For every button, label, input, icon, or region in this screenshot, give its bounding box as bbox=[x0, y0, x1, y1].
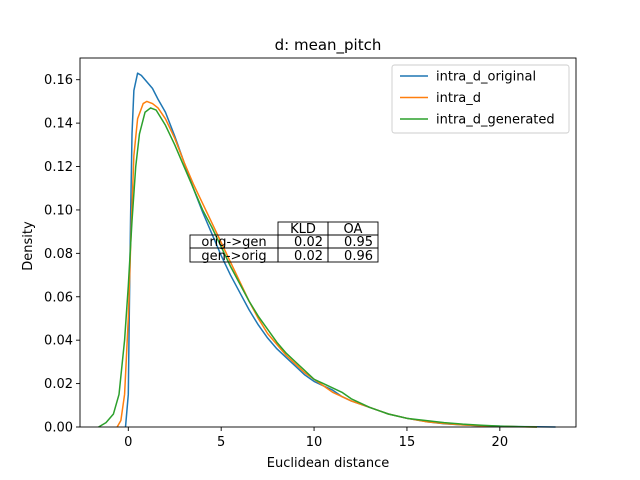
y-tick-label: 0.16 bbox=[44, 73, 73, 88]
x-tick-label: 20 bbox=[492, 435, 509, 450]
stats-table: KLD OA orig->gen 0.02 0.95 gen->orig 0.02 0.96 bbox=[189, 221, 379, 264]
table-row-label: gen->orig bbox=[201, 249, 266, 264]
y-tick-label: 0.10 bbox=[44, 203, 73, 218]
y-tick-label: 0.02 bbox=[44, 377, 73, 392]
y-tick-label: 0.08 bbox=[44, 247, 73, 262]
legend-label-intra-d-original: intra_d_original bbox=[436, 70, 536, 85]
x-tick-label: 5 bbox=[217, 435, 225, 450]
legend-label-intra-d-generated: intra_d_generated bbox=[436, 113, 555, 128]
legend-label-intra-d: intra_d bbox=[436, 91, 481, 106]
table-col-label: OA bbox=[344, 222, 363, 237]
chart-title: d: mean_pitch bbox=[275, 36, 382, 55]
table-cell bbox=[327, 247, 379, 263]
axes-frame bbox=[79, 57, 577, 428]
y-tick-label: 0.00 bbox=[44, 421, 73, 436]
table-value: 0.95 bbox=[344, 235, 373, 250]
table-value: 0.02 bbox=[294, 235, 323, 250]
x-tick-label: 0 bbox=[124, 435, 132, 450]
plot-area: 0 5 10 15 20 0.00 0.02 0.04 0.06 0.08 0.10 0.12 0.14… bbox=[44, 57, 577, 450]
x-axis-label: Euclidean distance bbox=[267, 456, 390, 471]
table-row-label: orig->gen bbox=[201, 235, 266, 250]
x-tick-label: 15 bbox=[399, 435, 416, 450]
y-axis-label: Density bbox=[21, 221, 36, 271]
y-tick-label: 0.04 bbox=[44, 334, 73, 349]
y-tick-label: 0.06 bbox=[44, 290, 73, 305]
table-col-label: KLD bbox=[290, 222, 316, 237]
x-tick-label: 10 bbox=[306, 435, 323, 450]
legend-box bbox=[391, 64, 570, 134]
y-tick-label: 0.12 bbox=[44, 160, 73, 175]
series-line-intra-d-generated bbox=[98, 107, 538, 428]
y-tick-label: 0.14 bbox=[44, 117, 73, 132]
table-value: 0.02 bbox=[294, 249, 323, 264]
table-value: 0.96 bbox=[344, 249, 373, 264]
legend: intra_d_original intra_d intra_d_generated bbox=[391, 64, 570, 134]
